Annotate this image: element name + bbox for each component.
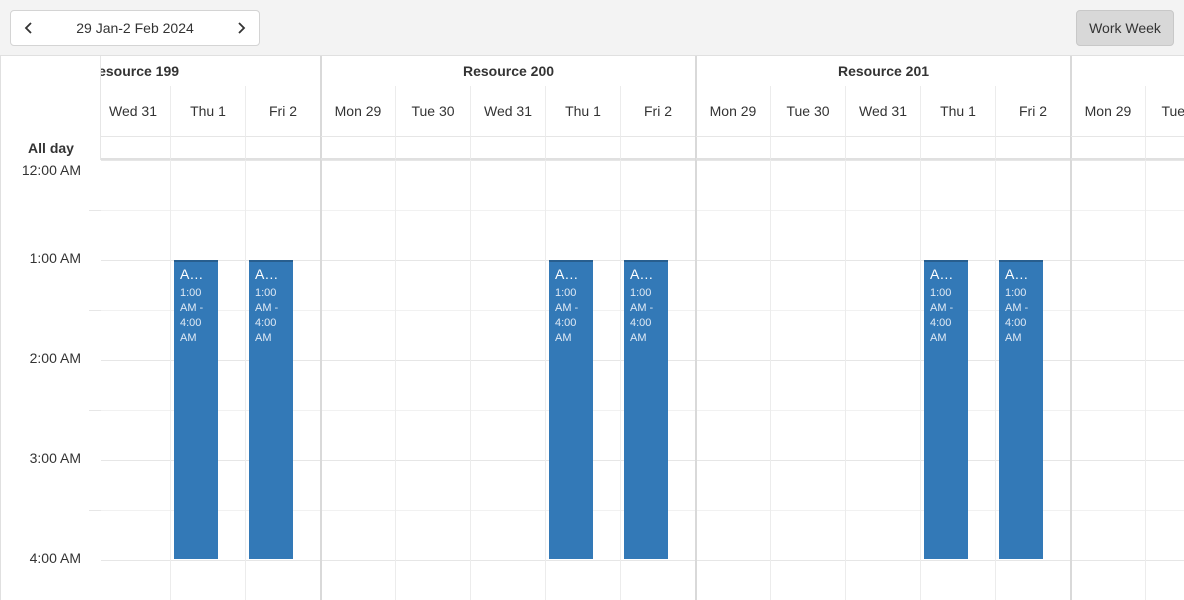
time-slot-column[interactable] [846, 160, 921, 600]
time-label: 12:00 AM [21, 160, 81, 180]
time-label: 2:00 AM [29, 348, 81, 368]
time-column: 12:00 AM 1:00 AM 2:00 AM 3:00 AM 4:00 AM [1, 160, 101, 600]
event-title: A… [1005, 266, 1029, 282]
all-day-cell[interactable] [101, 136, 171, 160]
time-slot-column[interactable] [696, 160, 771, 600]
previous-period-button[interactable] [11, 11, 47, 45]
all-day-cell[interactable] [1146, 136, 1184, 160]
scheduler-toolbar: 29 Jan-2 Feb 2024 Work Week [0, 0, 1184, 56]
appointment-event[interactable]: A… 1:00 AM - 4:00 AM [249, 260, 293, 559]
scheduler-grid: All day 12:00 AM 1:00 AM 2:00 AM 3:00 AM 4:0… [0, 56, 1184, 600]
appointment-event[interactable]: A… 1:00 AM - 4:00 AM [549, 260, 593, 559]
day-header[interactable]: Tue 30 [771, 86, 846, 136]
day-header[interactable]: Tue 30 [396, 86, 471, 136]
resource-header: Resource 200 [462, 63, 555, 79]
resource-separator [1070, 56, 1072, 600]
event-time: 1:00 AM - 4:00 AM [1005, 287, 1029, 344]
all-day-cell[interactable] [846, 136, 921, 160]
chevron-left-icon [24, 22, 32, 34]
all-day-cell[interactable] [321, 136, 396, 160]
day-header[interactable]: Mon 29 [321, 86, 396, 136]
day-header[interactable]: Fri 2 [246, 86, 321, 136]
event-time: 1:00 AM - 4:00 AM [930, 287, 954, 344]
day-header[interactable]: Thu 1 [921, 86, 996, 136]
appointment-event[interactable]: A… 1:00 AM - 4:00 AM [924, 260, 968, 559]
all-day-cell[interactable] [996, 136, 1071, 160]
resource-separator [320, 56, 322, 600]
event-time: 1:00 AM - 4:00 AM [255, 287, 279, 344]
resource-header: Resource 201 [837, 63, 930, 79]
event-time: 1:00 AM - 4:00 AM [630, 287, 654, 344]
time-slot-column[interactable] [921, 160, 996, 600]
time-slot-column[interactable] [396, 160, 471, 600]
time-tick [89, 410, 101, 411]
resource-header: Resource 199 [101, 63, 180, 79]
time-tick [89, 510, 101, 511]
all-day-cell[interactable] [771, 136, 846, 160]
appointment-event[interactable]: A… 1:00 AM - 4:00 AM [174, 260, 218, 559]
appointment-event[interactable]: A… 1:00 AM - 4:00 AM [624, 260, 668, 559]
time-label: 3:00 AM [29, 448, 81, 468]
day-header[interactable]: Thu 1 [171, 86, 246, 136]
day-header[interactable]: Mon 29 [696, 86, 771, 136]
event-title: A… [930, 266, 954, 282]
all-day-cell[interactable] [246, 136, 321, 160]
day-header[interactable]: Wed 31 [471, 86, 546, 136]
time-label: 4:00 AM [29, 548, 81, 568]
time-slot-column[interactable] [171, 160, 246, 600]
all-day-cell[interactable] [1071, 136, 1146, 160]
event-time: 1:00 AM - 4:00 AM [180, 287, 204, 344]
grid-line [101, 210, 1184, 211]
work-week-view-button[interactable]: Work Week [1076, 10, 1174, 46]
grid-line [101, 560, 1184, 561]
all-day-cell[interactable] [921, 136, 996, 160]
time-label: 1:00 AM [29, 248, 81, 268]
time-slot-column[interactable] [1146, 160, 1184, 600]
header-corner [1, 56, 101, 160]
all-day-cell[interactable] [621, 136, 696, 160]
date-range-label[interactable]: 29 Jan-2 Feb 2024 [76, 20, 194, 36]
day-header[interactable]: Wed 31 [846, 86, 921, 136]
resource-separator [695, 56, 697, 600]
all-day-cell[interactable] [696, 136, 771, 160]
event-title: A… [555, 266, 579, 282]
event-title: A… [255, 266, 279, 282]
grid-line [101, 160, 1184, 161]
event-time: 1:00 AM - 4:00 AM [555, 287, 579, 344]
day-header[interactable]: Fri 2 [996, 86, 1071, 136]
time-slot-column[interactable] [1071, 160, 1146, 600]
time-tick [89, 210, 101, 211]
event-title: A… [180, 266, 204, 282]
day-header[interactable]: Tue 30 [1146, 86, 1184, 136]
all-day-cell[interactable] [171, 136, 246, 160]
all-day-label: All day [28, 140, 74, 156]
time-slot-column[interactable] [321, 160, 396, 600]
resource-header: Resource 202 [1071, 56, 1184, 86]
next-period-button[interactable] [223, 11, 259, 45]
event-title: A… [630, 266, 654, 282]
day-header[interactable]: Fri 2 [621, 86, 696, 136]
day-header[interactable]: Wed 31 [101, 86, 171, 136]
chevron-right-icon [238, 22, 246, 34]
time-slot-column[interactable] [101, 160, 171, 600]
all-day-cell[interactable] [546, 136, 621, 160]
time-slot-column[interactable] [471, 160, 546, 600]
time-tick [89, 310, 101, 311]
appointment-event[interactable]: A… 1:00 AM - 4:00 AM [999, 260, 1043, 559]
day-header[interactable]: Thu 1 [546, 86, 621, 136]
day-header[interactable]: Mon 29 [1071, 86, 1146, 136]
time-slot-column[interactable] [771, 160, 846, 600]
time-slot-column[interactable] [546, 160, 621, 600]
all-day-cell[interactable] [396, 136, 471, 160]
all-day-cell[interactable] [471, 136, 546, 160]
date-navigator: 29 Jan-2 Feb 2024 [10, 10, 260, 46]
